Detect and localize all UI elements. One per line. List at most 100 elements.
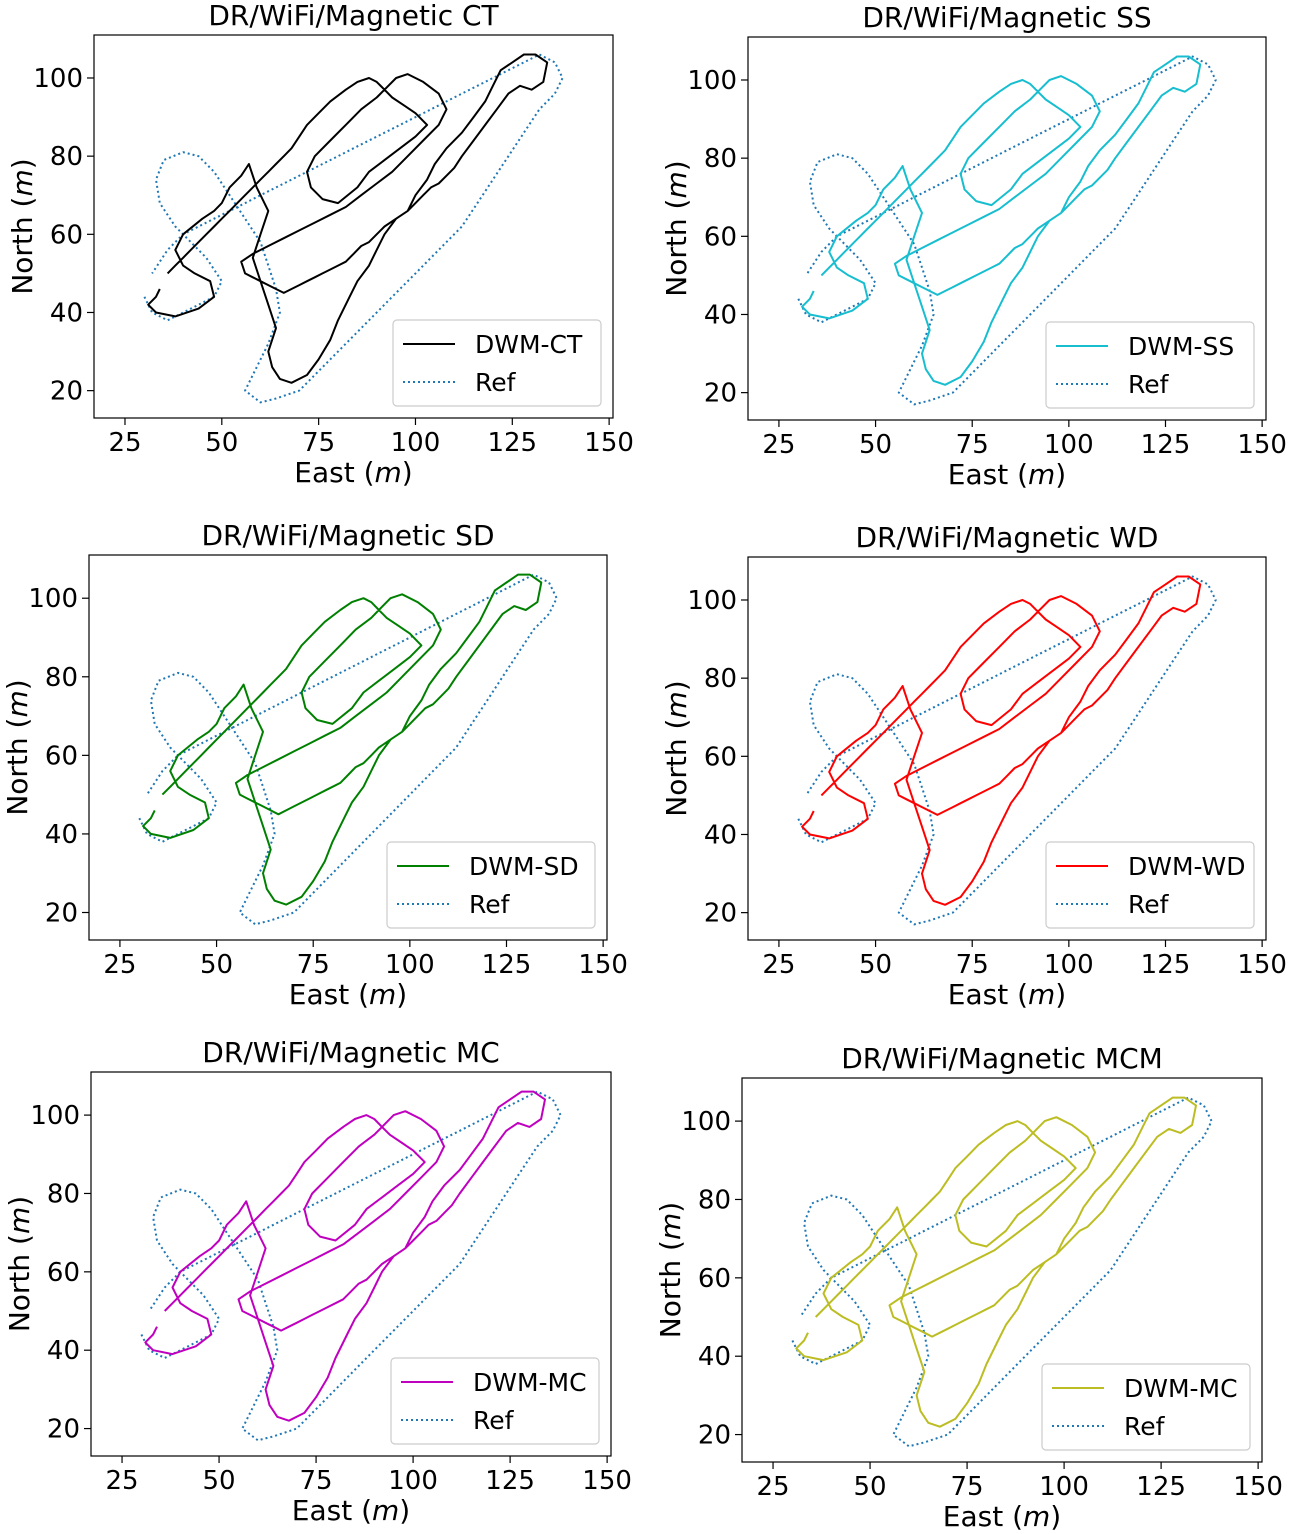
legend: DWM-MC Ref	[1041, 1363, 1251, 1451]
chart-panel-2: 25 50 75 100 125 150 20 40 60 80 100 DR/WiFi/Magnet…	[660, 1, 1287, 491]
y-tick-label: 100	[28, 584, 78, 614]
y-axis-label-close: )	[3, 1196, 36, 1207]
x-tick-label: 75	[302, 428, 335, 458]
x-tick-label: 25	[762, 950, 795, 980]
y-tick-label: 100	[30, 1101, 80, 1131]
legend-label: DWM-CT	[475, 330, 583, 359]
x-tick-label: 125	[1141, 430, 1191, 460]
y-tick-label: 80	[704, 664, 737, 694]
x-tick-label: 150	[1237, 950, 1287, 980]
x-tick-label: 25	[103, 950, 136, 980]
plot-frame	[88, 554, 608, 941]
plot-frame	[747, 556, 1267, 941]
x-tick-label: 150	[582, 1466, 632, 1496]
y-axis-label-text: North (	[6, 197, 39, 295]
x-tick-label: 50	[200, 950, 233, 980]
x-axis-label: East (m)	[289, 978, 407, 1011]
y-tick-label: 40	[47, 1336, 80, 1366]
x-axis-unit: m	[375, 456, 402, 489]
x-tick-label: 25	[108, 428, 141, 458]
legend-box	[392, 319, 602, 407]
plot-frame	[93, 34, 614, 419]
x-tick-label: 125	[1136, 1472, 1186, 1502]
y-tick-label: 60	[50, 220, 83, 250]
series-line-ref	[797, 55, 1217, 406]
x-axis-label: East (m)	[294, 456, 412, 489]
x-tick-label: 150	[578, 950, 628, 980]
x-tick-label: 25	[762, 430, 795, 460]
y-tick-label: 40	[50, 298, 83, 328]
x-axis-label-text: East (	[948, 458, 1028, 491]
y-axis-unit: m	[654, 1213, 687, 1240]
series-line-dwm-sd	[142, 573, 543, 906]
y-axis-label-text: North (	[660, 199, 693, 297]
y-axis-label: North (m)	[660, 680, 693, 816]
y-axis-label-text: North (	[1, 718, 34, 816]
x-tick-label: 125	[482, 950, 532, 980]
legend-label: Ref	[1128, 370, 1170, 399]
x-axis-unit: m	[369, 978, 396, 1011]
chart-title: DR/WiFi/Magnetic WD	[856, 521, 1159, 554]
y-tick-label: 100	[681, 1107, 731, 1137]
x-tick-label: 125	[487, 428, 537, 458]
x-tick-label: 75	[956, 430, 989, 460]
x-axis-label-close: )	[402, 456, 413, 489]
x-tick-label: 50	[854, 1472, 887, 1502]
x-axis-label-text: East (	[289, 978, 369, 1011]
y-axis-label-close: )	[660, 680, 693, 691]
legend-label: Ref	[475, 368, 517, 397]
series-line-ref	[797, 575, 1217, 926]
y-tick-label: 40	[698, 1342, 731, 1372]
x-axis-label: East (m)	[943, 1500, 1061, 1533]
x-tick-label: 75	[297, 950, 330, 980]
series-line-ref	[140, 1090, 562, 1442]
chart-panel-5: 25 50 75 100 125 150 20 40 60 80 100 DR/WiFi/Magnet…	[3, 1036, 632, 1527]
y-tick-label: 60	[47, 1258, 80, 1288]
x-axis-label-text: East (	[948, 978, 1028, 1011]
series-line-dwm-wd	[801, 575, 1202, 906]
y-axis-label: North (m)	[660, 160, 693, 296]
x-tick-label: 75	[951, 1472, 984, 1502]
series-line-dwm-ct	[147, 53, 549, 384]
legend-box	[390, 1357, 600, 1445]
legend-box	[1045, 321, 1255, 409]
y-axis-label-close: )	[6, 158, 39, 169]
y-tick-label: 60	[698, 1264, 731, 1294]
y-tick-label: 20	[704, 899, 737, 929]
y-axis-label-text: North (	[660, 719, 693, 817]
legend-box	[386, 841, 596, 929]
x-tick-label: 50	[859, 430, 892, 460]
y-axis-label: North (m)	[3, 1196, 36, 1332]
y-axis-unit: m	[660, 171, 693, 198]
x-axis-label: East (m)	[948, 458, 1066, 491]
legend-label: Ref	[1124, 1412, 1166, 1441]
legend: DWM-CT Ref	[392, 319, 602, 407]
y-tick-label: 20	[704, 379, 737, 409]
legend: DWM-SS Ref	[1045, 321, 1255, 409]
legend-label: Ref	[1128, 890, 1170, 919]
y-axis-label-close: )	[660, 160, 693, 171]
legend-label: DWM-WD	[1128, 852, 1246, 881]
chart-panel-4: 25 50 75 100 125 150 20 40 60 80 100 DR/WiFi/Magnet…	[660, 521, 1287, 1011]
y-axis-label-close: )	[1, 679, 34, 690]
x-axis-label: East (m)	[292, 1494, 410, 1527]
series-line-dwm-ss	[801, 55, 1202, 386]
x-axis-unit: m	[1028, 978, 1055, 1011]
y-tick-label: 20	[698, 1421, 731, 1451]
x-tick-label: 125	[485, 1466, 535, 1496]
y-tick-label: 100	[33, 64, 83, 94]
x-tick-label: 100	[1044, 430, 1094, 460]
x-tick-label: 75	[956, 950, 989, 980]
legend: DWM-SD Ref	[386, 841, 596, 929]
y-tick-label: 80	[47, 1179, 80, 1209]
legend: DWM-WD Ref	[1045, 841, 1255, 929]
plot-frame	[741, 1077, 1263, 1463]
y-axis-unit: m	[6, 169, 39, 196]
y-axis-label: North (m)	[6, 158, 39, 294]
chart-title: DR/WiFi/Magnetic CT	[208, 0, 499, 32]
plot-frame	[747, 36, 1267, 421]
plot-frame	[90, 1071, 612, 1457]
x-tick-label: 150	[584, 428, 634, 458]
series-line-dwm-mc	[144, 1090, 546, 1422]
chart-panel-6: 25 50 75 100 125 150 20 40 60 80 100 DR/WiFi/Magnet…	[654, 1042, 1283, 1533]
